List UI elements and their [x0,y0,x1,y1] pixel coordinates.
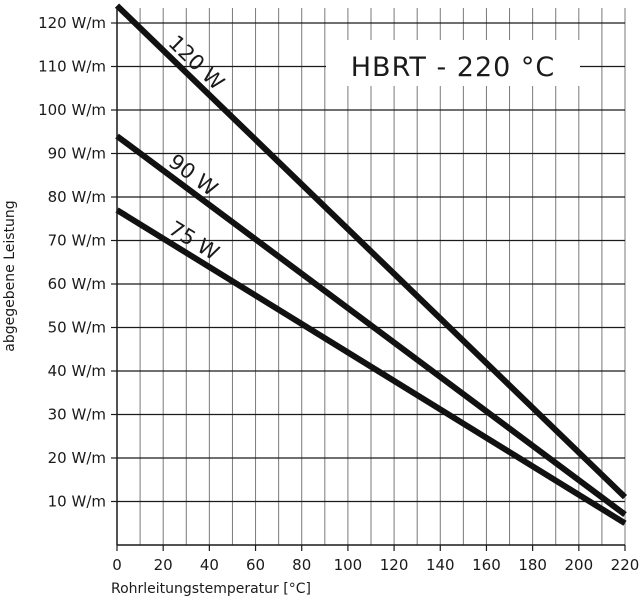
x-tick-label: 0 [112,556,122,574]
y-tick-label: 90 W/m [48,145,106,163]
x-axis-label: Rohrleitungstemperatur [°C] [111,581,311,597]
x-tick-label: 40 [200,556,219,574]
y-tick-label: 120 W/m [38,14,106,32]
y-tick-label: 110 W/m [38,58,106,76]
series-line-3 [115,207,627,526]
x-tick-label: 180 [518,556,547,574]
x-tick-label: 20 [154,556,173,574]
x-tick-label: 60 [246,556,265,574]
y-tick-label: 30 W/m [48,406,106,424]
y-tick-label: 50 W/m [48,319,106,337]
series-lines [114,3,628,526]
axes [111,8,626,551]
x-tick-label: 120 [380,556,409,574]
y-tick-label: 100 W/m [38,101,106,119]
series-line-2 [115,133,627,517]
y-tick-label: 10 W/m [48,493,106,511]
x-tick-label: 220 [611,556,640,574]
chart-title-group: HBRT - 220 °C [326,40,580,86]
x-tick-label: 160 [472,556,501,574]
x-tick-labels: 0 20 40 60 80 100 120 140 160 180 200 220 [112,556,639,574]
y-tick-label: 70 W/m [48,232,106,250]
series-labels: 120 W90 W75 W [164,31,229,266]
series-line-1 [114,3,628,500]
x-tick-label: 200 [564,556,593,574]
y-tick-label: 40 W/m [48,362,106,380]
x-tick-label: 80 [292,556,311,574]
y-tick-label: 20 W/m [48,449,106,467]
y-tick-label: 60 W/m [48,275,106,293]
grid [117,8,626,545]
y-axis-label: abgegebene Leistung [2,200,18,351]
y-tick-label: 80 W/m [48,188,106,206]
y-tick-labels: 10 W/m 20 W/m 30 W/m 40 W/m 50 W/m 60 W/m 70 W… [38,14,106,511]
x-tick-label: 100 [334,556,363,574]
x-tick-label: 140 [426,556,455,574]
chart-title: HBRT - 220 °C [351,52,556,83]
chart-title-background [326,40,580,86]
